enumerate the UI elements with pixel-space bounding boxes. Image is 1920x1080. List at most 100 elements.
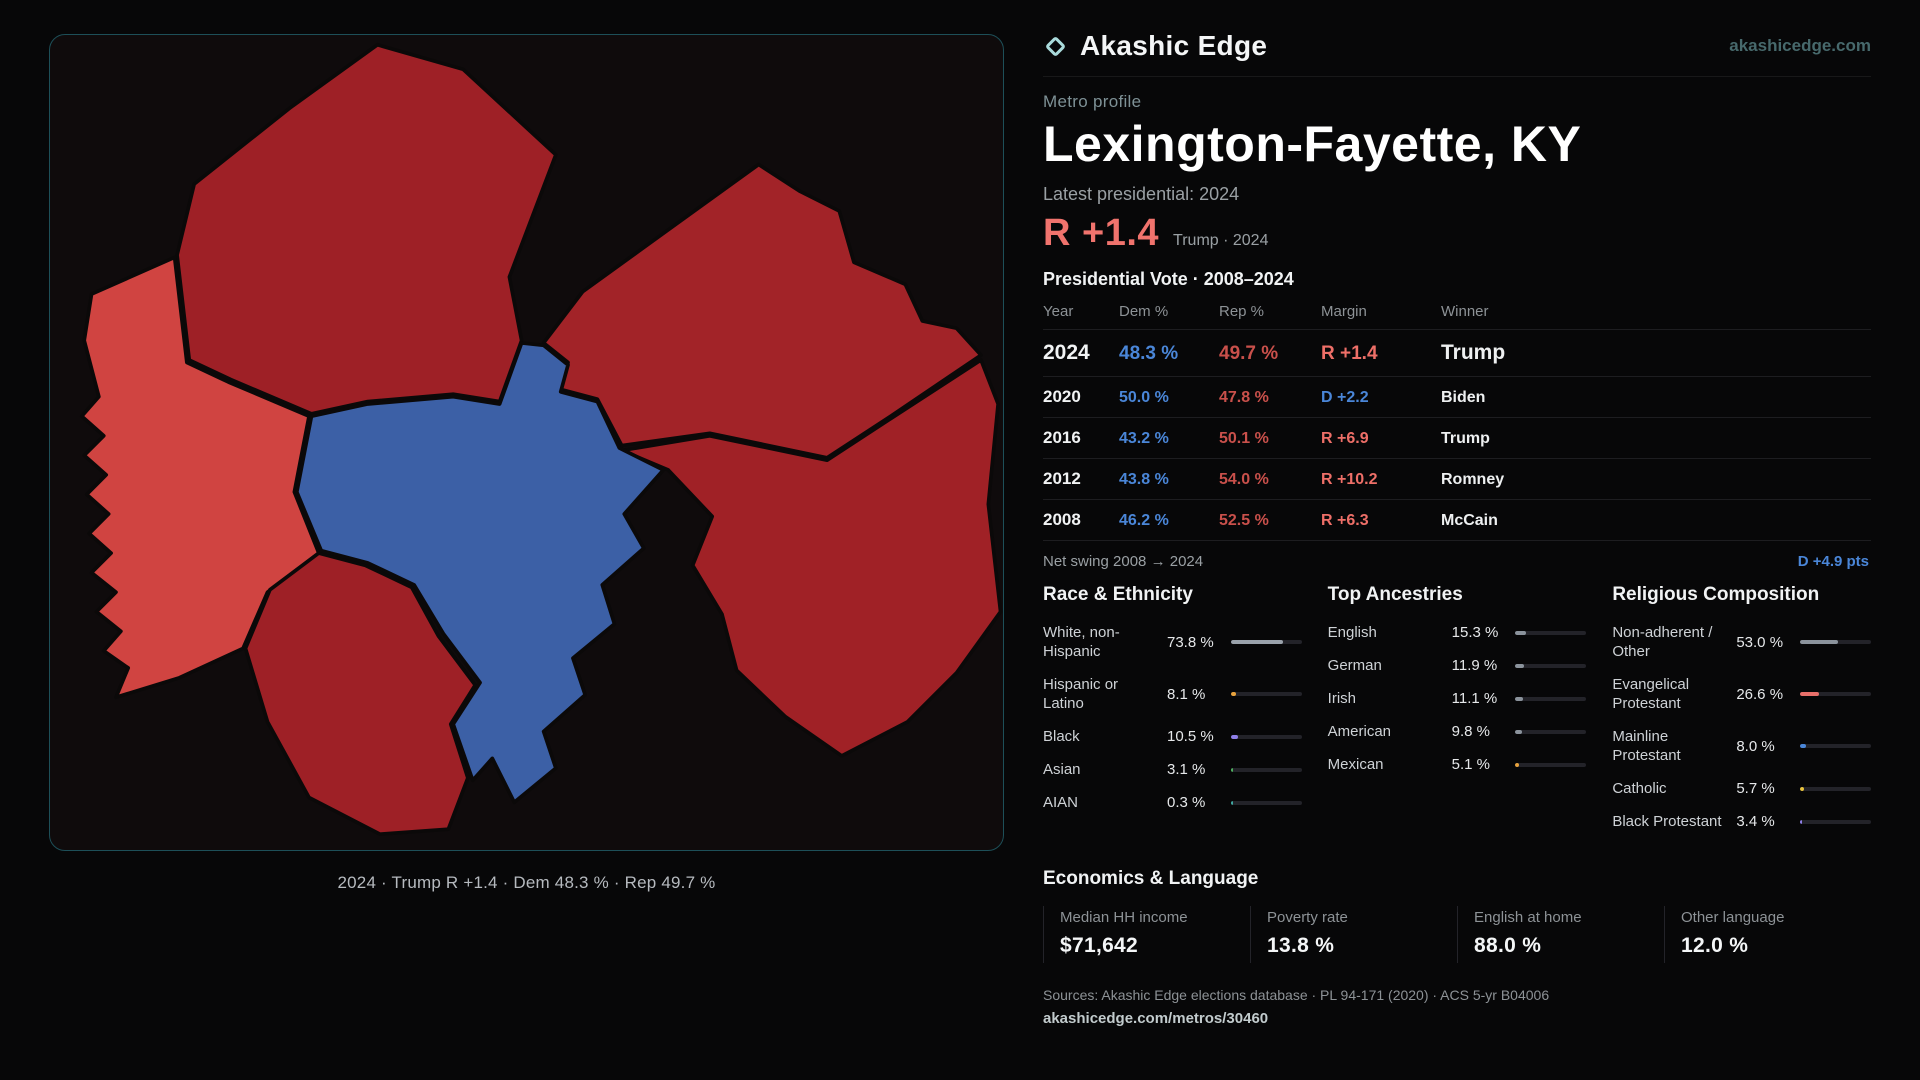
demo-row: English 15.3 % [1328, 616, 1587, 649]
dem-pct-cell: 43.8 % [1119, 471, 1169, 488]
stat-label: Poverty rate [1267, 909, 1348, 926]
demo-label: Evangelical Protestant [1612, 676, 1690, 712]
dem-pct-cell: 50.0 % [1119, 389, 1169, 406]
top-ancestries-title: Top Ancestries [1327, 584, 1463, 605]
demo-row: Black Protestant 3.4 % [1612, 805, 1871, 838]
demo-bar-fill [1799, 744, 1806, 748]
demo-bar [1799, 786, 1871, 791]
demo-label: Hispanic or Latino [1043, 676, 1119, 712]
demo-bar [1799, 819, 1871, 824]
net-swing-label: Net swing 2008 → 2024 [1043, 553, 1204, 570]
demo-bar-fill [1799, 640, 1838, 644]
demo-row: AIAN 0.3 % [1043, 786, 1302, 819]
site-link[interactable]: akashicedge.com [1729, 36, 1871, 55]
permalink[interactable]: akashicedge.com/metros/30460 [1043, 1010, 1269, 1027]
demo-row: Hispanic or Latino 8.1 % [1043, 668, 1302, 720]
stat-label: Other language [1681, 909, 1785, 926]
net-swing-value: D +4.9 pts [1797, 553, 1869, 570]
stat-value: 88.0 % [1474, 934, 1542, 957]
stat-label: English at home [1474, 909, 1582, 926]
rep-pct-cell: 49.7 % [1219, 343, 1279, 364]
demo-bar [1799, 640, 1871, 644]
demo-bar-fill [1230, 734, 1239, 739]
demo-value: 3.4 % [1736, 813, 1775, 830]
demo-value: 10.5 % [1167, 728, 1214, 745]
margin-cell: R +1.4 [1321, 343, 1378, 364]
vote-row-2016: 2016 43.2 % 50.1 % R +6.9 Trump [1043, 418, 1871, 459]
demo-value: 0.3 % [1167, 794, 1206, 811]
headline-margin-value: R +1.4 [1043, 212, 1160, 254]
county-east [619, 358, 1003, 758]
demo-bar [1799, 744, 1871, 748]
col-winner: Winner [1441, 303, 1489, 320]
demo-label: Black [1043, 728, 1080, 745]
demo-bar [1515, 729, 1587, 734]
col-rep: Rep % [1219, 303, 1265, 320]
demo-bar-fill [1515, 729, 1523, 734]
religious-composition-column: Religious Composition Non-adherent / Oth… [1612, 584, 1871, 838]
religious-composition-list: Non-adherent / Other 53.0 % Evangelical Pr… [1612, 616, 1871, 838]
demo-bar [1230, 767, 1302, 772]
demo-bar [1515, 663, 1587, 668]
race-ethnicity-list: White, non-Hispanic 73.8 % Hispanic or Lat… [1043, 616, 1302, 819]
demo-bar-fill [1515, 663, 1524, 668]
demo-value: 26.6 % [1736, 685, 1784, 703]
county-southwest [243, 551, 478, 836]
demo-label: German [1327, 657, 1382, 674]
margin-cell: D +2.2 [1321, 389, 1369, 406]
demo-label: Non-adherent / Other [1612, 624, 1713, 660]
year-cell: 2024 [1043, 341, 1090, 364]
demo-bar [1230, 734, 1302, 739]
profile-kicker: Metro profile [1043, 92, 1142, 111]
demo-row: Asian 3.1 % [1043, 753, 1302, 786]
brand: Akashic Edge [1043, 30, 1267, 62]
demo-bar [1515, 630, 1587, 635]
demo-row: American 9.8 % [1328, 715, 1587, 748]
header: Akashic Edge akashicedge.com [1043, 30, 1871, 77]
year-cell: 2008 [1043, 510, 1081, 529]
margin-cell: R +6.3 [1321, 512, 1369, 529]
top-ancestries-list: English 15.3 % German 11.9 % Irish 11.1 % Amer… [1328, 616, 1587, 781]
headline-margin-row: R +1.4 Trump · 2024 [1043, 212, 1871, 255]
demo-label: English [1327, 624, 1377, 641]
page-title: Lexington-Fayette, KY [1043, 116, 1582, 172]
county-center [294, 341, 666, 805]
county-northwest [175, 42, 558, 416]
latest-presidential-label: Latest presidential: 2024 [1043, 184, 1240, 204]
demo-value: 8.1 % [1167, 685, 1206, 703]
econ-stat: English at home 88.0 % [1457, 906, 1664, 963]
demo-label: Asian [1043, 761, 1081, 778]
demo-bar [1515, 762, 1587, 767]
demo-value: 15.3 % [1451, 624, 1499, 641]
demo-row: Non-adherent / Other 53.0 % [1612, 616, 1871, 668]
demo-row: Irish 11.1 % [1328, 682, 1587, 715]
year-cell: 2012 [1043, 469, 1081, 488]
col-year: Year [1043, 303, 1074, 320]
county-west [79, 255, 321, 700]
demo-label: White, non-Hispanic [1043, 624, 1120, 660]
demo-value: 53.0 % [1736, 633, 1784, 651]
demo-value: 3.1 % [1167, 761, 1206, 778]
col-margin: Margin [1321, 303, 1367, 320]
demo-value: 8.0 % [1736, 737, 1775, 755]
year-cell: 2020 [1043, 387, 1081, 406]
vote-table-title: Presidential Vote · 2008–2024 [1043, 269, 1294, 289]
demo-label: Irish [1327, 690, 1356, 707]
demo-bar [1230, 640, 1302, 644]
demo-bar-fill [1230, 767, 1233, 772]
election-map-panel [49, 34, 1004, 851]
map-caption: 2024 · Trump R +1.4 · Dem 48.3 % · Rep 4… [337, 873, 716, 892]
county-map [79, 42, 1003, 836]
demo-row: Catholic 5.7 % [1612, 772, 1871, 805]
winner-cell: Trump [1441, 341, 1506, 364]
demo-label: Mainline Protestant [1612, 728, 1681, 764]
demo-row: Mexican 5.1 % [1328, 748, 1587, 781]
brand-name: Akashic Edge [1080, 30, 1268, 61]
vote-row-2008: 2008 46.2 % 52.5 % R +6.3 McCain [1043, 500, 1871, 541]
diamond-logo-icon [1044, 35, 1067, 57]
year-cell: 2016 [1043, 428, 1081, 447]
winner-cell: Trump [1441, 430, 1490, 447]
stat-label: Median HH income [1060, 909, 1188, 926]
rep-pct-cell: 47.8 % [1219, 389, 1269, 406]
headline-winner-year: Trump · 2024 [1173, 232, 1269, 249]
